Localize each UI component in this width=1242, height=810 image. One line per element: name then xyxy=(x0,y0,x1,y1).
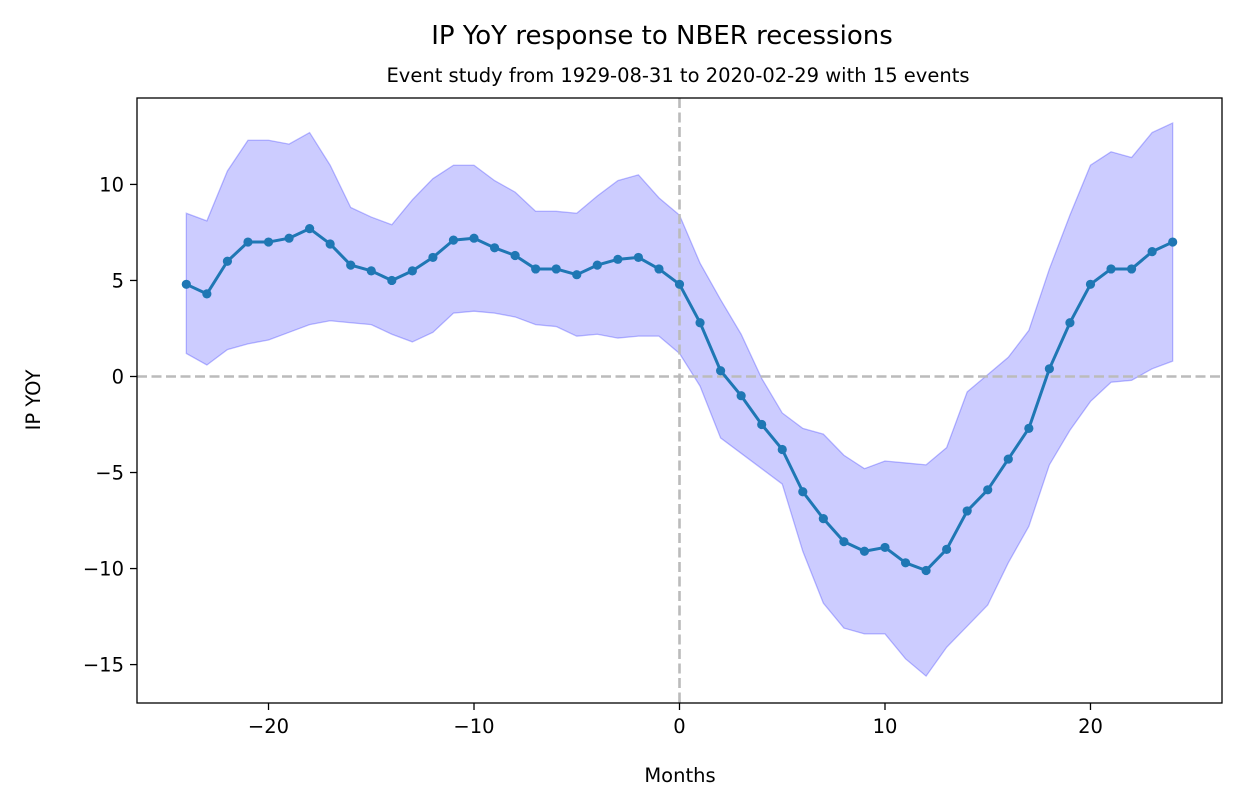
x-tick-label: 0 xyxy=(673,715,685,738)
data-point xyxy=(305,224,315,234)
data-point xyxy=(448,235,459,245)
data-point xyxy=(1106,264,1116,274)
y-tick-label: 0 xyxy=(112,365,124,388)
data-point xyxy=(1147,247,1157,257)
x-axis-ticks: −20 −10 0 10 20 xyxy=(248,703,1103,738)
data-point xyxy=(489,243,500,253)
x-tick-label: 10 xyxy=(873,715,898,738)
y-tick-label: 10 xyxy=(99,173,124,196)
data-point xyxy=(613,254,623,264)
data-point xyxy=(263,237,274,247)
data-point xyxy=(942,544,952,554)
plot-area xyxy=(137,98,1222,703)
data-point xyxy=(1003,454,1013,464)
data-point xyxy=(674,279,685,289)
y-tick-label: −10 xyxy=(83,558,124,581)
y-tick-label: 5 xyxy=(112,269,124,292)
data-point xyxy=(654,264,664,274)
data-point xyxy=(202,289,212,299)
x-tick-label: 20 xyxy=(1078,715,1103,738)
data-point xyxy=(469,233,479,243)
data-point xyxy=(366,266,376,276)
data-point xyxy=(325,239,335,249)
data-point xyxy=(839,537,849,547)
data-point xyxy=(346,260,356,270)
data-point xyxy=(1126,264,1137,274)
data-point xyxy=(900,558,911,568)
data-point xyxy=(531,264,541,274)
data-point xyxy=(818,514,828,524)
chart-title: IP YoY response to NBER recessions xyxy=(431,21,893,51)
y-axis-ticks: −15 −10 −5 0 5 10 xyxy=(83,173,137,677)
data-point xyxy=(407,266,417,276)
data-point xyxy=(736,391,746,401)
data-point xyxy=(880,542,890,553)
data-point xyxy=(1168,237,1178,247)
x-tick-label: −20 xyxy=(248,715,289,738)
y-tick-label: −5 xyxy=(95,462,124,485)
data-point xyxy=(757,419,767,430)
data-point xyxy=(428,252,438,263)
data-point xyxy=(181,279,191,289)
data-point xyxy=(1065,318,1075,328)
data-point xyxy=(962,506,972,516)
data-point xyxy=(510,250,520,261)
chart-subtitle: Event study from 1929-08-31 to 2020-02-2… xyxy=(386,64,969,87)
data-point xyxy=(222,256,233,266)
data-point xyxy=(572,270,582,280)
data-point xyxy=(243,237,253,247)
data-point xyxy=(1085,279,1096,289)
data-point xyxy=(284,233,294,243)
data-point xyxy=(1044,364,1054,374)
data-point xyxy=(633,252,644,263)
data-point xyxy=(715,366,726,376)
x-tick-label: −10 xyxy=(453,715,494,738)
data-point xyxy=(921,565,931,576)
data-point xyxy=(859,546,870,556)
data-point xyxy=(387,275,397,286)
y-tick-label: −15 xyxy=(83,654,124,677)
data-point xyxy=(1024,423,1034,433)
data-point xyxy=(551,264,561,274)
reference-lines xyxy=(137,98,1222,703)
data-point xyxy=(695,318,705,328)
x-axis-label: Months xyxy=(644,764,715,787)
y-axis-label: IP YOY xyxy=(22,370,45,431)
data-point xyxy=(592,260,602,270)
data-point xyxy=(798,487,808,497)
data-point xyxy=(983,485,993,495)
series-layer xyxy=(181,224,1178,576)
data-point xyxy=(777,444,787,455)
